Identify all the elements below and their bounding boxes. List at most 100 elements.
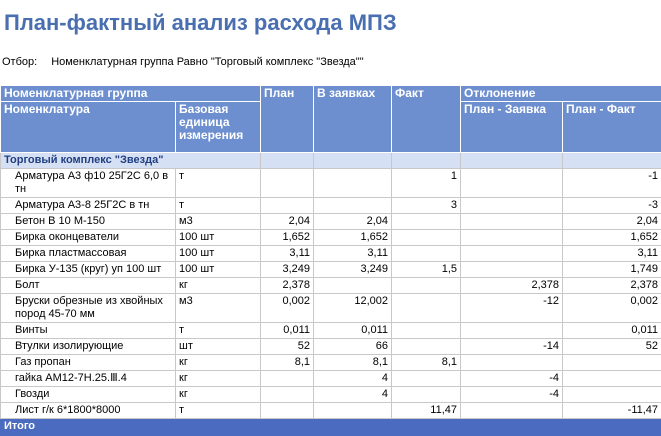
header-cell: Факт: [392, 86, 461, 153]
table-cell: Бирка оконцеватели: [1, 230, 176, 246]
table-cell: 100 шт: [176, 262, 261, 278]
table-cell: [392, 278, 461, 294]
table-cell: [461, 246, 563, 262]
table-cell: [563, 387, 661, 403]
table-cell: шт: [176, 339, 261, 355]
table-cell: [461, 198, 563, 214]
table-cell: [392, 246, 461, 262]
table-cell: 3: [392, 198, 461, 214]
table-cell: -4: [461, 371, 563, 387]
total-cell: [563, 419, 661, 436]
table-cell: Болт: [1, 278, 176, 294]
table-cell: [461, 214, 563, 230]
table-cell: Винты: [1, 323, 176, 339]
table-cell: [563, 355, 661, 371]
table-cell: Бирка пластмассовая: [1, 246, 176, 262]
filter: Отбор:Номенклатурная группа Равно "Торго…: [2, 56, 364, 68]
table-cell: [392, 371, 461, 387]
table-cell: т: [176, 403, 261, 419]
header-cell: Отклонение: [461, 86, 661, 102]
table-cell: 100 шт: [176, 230, 261, 246]
table-cell: 0,011: [261, 323, 314, 339]
filter-value: Номенклатурная группа Равно "Торговый ко…: [51, 56, 363, 68]
table-cell: 1,749: [563, 262, 661, 278]
table-cell: 1,652: [314, 230, 392, 246]
table-cell: [392, 339, 461, 355]
table-cell: [392, 294, 461, 323]
table-cell: [261, 371, 314, 387]
table-cell: 2,04: [563, 214, 661, 230]
table-cell: 4: [314, 371, 392, 387]
table-cell: [261, 403, 314, 419]
table-cell: 2,378: [461, 278, 563, 294]
table-cell: 2,378: [261, 278, 314, 294]
total-cell: [461, 419, 563, 436]
table-cell: -11,47: [563, 403, 661, 419]
header-cell: В заявках: [314, 86, 392, 153]
table-cell: [461, 169, 563, 198]
table-cell: -4: [461, 387, 563, 403]
table-cell: 3,249: [261, 262, 314, 278]
table-cell: 1,652: [261, 230, 314, 246]
report-title: План-фактный анализ расхода МПЗ: [4, 10, 397, 36]
header-cell: Номенклатура: [1, 102, 176, 153]
table-cell: [461, 323, 563, 339]
table-cell: [461, 403, 563, 419]
table-cell: [392, 387, 461, 403]
total-cell: Итого: [1, 419, 176, 436]
table-cell: Арматура А3-8 25Г2С в тн: [1, 198, 176, 214]
table-cell: -3: [563, 198, 661, 214]
table-cell: [461, 355, 563, 371]
table-cell: [261, 198, 314, 214]
table-cell: [314, 278, 392, 294]
total-row: Итого: [1, 419, 661, 436]
table-cell: Бетон В 10 М-150: [1, 214, 176, 230]
table-cell: 3,11: [261, 246, 314, 262]
table-cell: Арматура А3 ф10 25Г2С 6,0 в тн: [1, 169, 176, 198]
table-cell: [261, 387, 314, 403]
table-cell: кг: [176, 371, 261, 387]
table-cell: -12: [461, 294, 563, 323]
table-cell: [392, 214, 461, 230]
table-cell: 0,002: [563, 294, 661, 323]
table-cell: 100 шт: [176, 246, 261, 262]
table-cell: м3: [176, 294, 261, 323]
table-cell: м3: [176, 214, 261, 230]
table-cell: [314, 169, 392, 198]
table-cell: 2,378: [563, 278, 661, 294]
table-cell: -1: [563, 169, 661, 198]
table-cell: 1: [392, 169, 461, 198]
header-cell: Номенклатурная группа: [1, 86, 261, 102]
header-cell: План: [261, 86, 314, 153]
table-cell: 0,002: [261, 294, 314, 323]
table-cell: 52: [563, 339, 661, 355]
table-cell: [314, 198, 392, 214]
table-cell: 52: [261, 339, 314, 355]
table-cell: 8,1: [261, 355, 314, 371]
table-cell: 3,249: [314, 262, 392, 278]
table-cell: 0,011: [563, 323, 661, 339]
table-cell: -14: [461, 339, 563, 355]
table-cell: 1,652: [563, 230, 661, 246]
table-cell: 8,1: [314, 355, 392, 371]
table-cell: [392, 323, 461, 339]
header-cell: Базовая единица измерения: [176, 102, 261, 153]
table-cell: Газ пропан: [1, 355, 176, 371]
table-cell: 3,11: [563, 246, 661, 262]
table-cell: т: [176, 169, 261, 198]
table-cell: Бруски обрезные из хвойных пород 45-70 м…: [1, 294, 176, 323]
table-cell: [563, 371, 661, 387]
table-cell: 0,011: [314, 323, 392, 339]
table-cell: 12,002: [314, 294, 392, 323]
table-cell: т: [176, 198, 261, 214]
total-cell: [176, 419, 261, 436]
table-cell: [261, 169, 314, 198]
page: План-фактный анализ расхода МПЗ Отбор:Но…: [0, 0, 661, 423]
